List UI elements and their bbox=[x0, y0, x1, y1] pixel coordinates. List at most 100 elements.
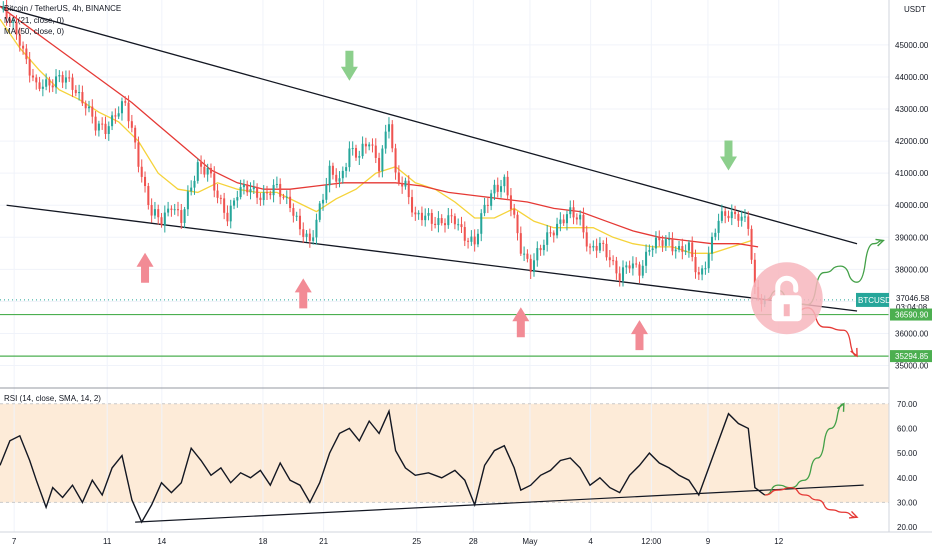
candle-body bbox=[714, 232, 717, 237]
candle-body bbox=[183, 209, 186, 223]
candle-body bbox=[186, 191, 189, 210]
candle-body bbox=[612, 260, 615, 262]
candle-body bbox=[490, 193, 493, 206]
rsi-red-projection bbox=[764, 486, 858, 518]
candle-body bbox=[645, 251, 648, 266]
candle-body bbox=[94, 116, 97, 131]
candle-body bbox=[45, 79, 48, 87]
candle-body bbox=[61, 75, 64, 83]
time-tick-label: 18 bbox=[259, 537, 268, 546]
candle-body bbox=[681, 246, 684, 252]
candle-body bbox=[608, 257, 611, 261]
price-tick-label: 41000.00 bbox=[895, 169, 929, 178]
price-axis[interactable]: 35000.0036000.0037000.0038000.0039000.00… bbox=[895, 41, 929, 532]
rsi-trendline bbox=[135, 484, 864, 523]
candle-body bbox=[460, 224, 463, 228]
time-tick-label: 12:00 bbox=[641, 537, 662, 546]
candle-body bbox=[298, 215, 301, 230]
symbol-tag-box bbox=[856, 292, 889, 307]
candle-body bbox=[635, 263, 638, 265]
candle-body bbox=[724, 211, 727, 216]
candle-body bbox=[312, 237, 315, 241]
candle-body bbox=[200, 162, 203, 167]
price-tick-label: 38000.00 bbox=[895, 265, 929, 274]
arrow-down-icon bbox=[719, 140, 737, 171]
candle-body bbox=[737, 214, 740, 221]
price-tick-label: 45000.00 bbox=[895, 41, 929, 50]
candle-body bbox=[120, 101, 123, 114]
candle-body bbox=[668, 239, 671, 241]
candle-body bbox=[147, 186, 150, 205]
candle-body bbox=[302, 229, 305, 237]
time-tick-label: 25 bbox=[412, 537, 421, 546]
candle-body bbox=[500, 186, 503, 192]
candle-body bbox=[401, 183, 404, 187]
candle-body bbox=[651, 248, 654, 251]
candle-body bbox=[213, 173, 216, 191]
candle-body bbox=[318, 203, 321, 220]
trendlines[interactable] bbox=[0, 5, 864, 523]
candle-body bbox=[196, 162, 199, 181]
candle-body bbox=[631, 263, 634, 269]
candle-body bbox=[97, 123, 100, 131]
countdown-label: 03:04:08 bbox=[896, 303, 928, 312]
candle-body bbox=[427, 212, 430, 216]
candle-body bbox=[572, 207, 575, 218]
moving-averages bbox=[0, 5, 759, 254]
candle-body bbox=[322, 199, 325, 204]
time-tick-label: 12 bbox=[774, 537, 783, 546]
candle-body bbox=[549, 232, 552, 234]
candle-body bbox=[621, 267, 625, 281]
candle-body bbox=[157, 209, 160, 218]
candle-body bbox=[315, 219, 318, 238]
candle-body bbox=[734, 211, 737, 215]
candle-body bbox=[325, 185, 328, 200]
candle-body bbox=[262, 192, 265, 201]
candle-body bbox=[476, 233, 479, 245]
candle-body bbox=[674, 249, 677, 252]
candle-body bbox=[308, 233, 311, 241]
candle-body bbox=[12, 21, 15, 23]
candle-body bbox=[536, 248, 539, 261]
rsi-series bbox=[0, 408, 766, 524]
time-tick-label: 14 bbox=[157, 537, 166, 546]
price-trendline bbox=[0, 5, 858, 245]
candle-body bbox=[91, 106, 94, 117]
candle-body bbox=[64, 77, 67, 83]
candle-body bbox=[407, 180, 410, 198]
rsi-tick-label: 70.00 bbox=[897, 400, 918, 409]
candle-body bbox=[513, 209, 516, 215]
candle-body bbox=[658, 237, 661, 241]
candle-body bbox=[167, 208, 170, 213]
candle-body bbox=[414, 212, 417, 215]
projection-arrowhead bbox=[849, 510, 859, 519]
chart-title: Bitcoin / TetherUS, 4h, BINANCE bbox=[4, 4, 121, 13]
candle-body bbox=[236, 197, 239, 201]
candle-body bbox=[51, 85, 54, 88]
time-axis[interactable]: 7 11 14 18 21 25 28 May 4 12:00 9 12 bbox=[12, 537, 784, 546]
candle-body bbox=[216, 190, 219, 198]
level-tag-label: 35294.85 bbox=[895, 352, 929, 361]
candle-body bbox=[233, 200, 236, 206]
candle-body bbox=[351, 148, 354, 150]
candle-body bbox=[68, 77, 71, 79]
rsi-tick-label: 30.00 bbox=[897, 498, 918, 507]
candle-body bbox=[707, 253, 710, 269]
candle-body bbox=[279, 183, 282, 197]
candle-body bbox=[160, 217, 163, 226]
arrow-up-icon bbox=[294, 278, 312, 309]
candle-body bbox=[470, 236, 473, 242]
candle-body bbox=[331, 165, 334, 175]
candle-body bbox=[486, 204, 489, 206]
candle-body bbox=[506, 176, 509, 196]
candle-body bbox=[443, 223, 447, 226]
candle-body bbox=[338, 178, 341, 182]
candle-body bbox=[140, 166, 143, 177]
candle-body bbox=[374, 145, 377, 158]
candle-body bbox=[684, 250, 687, 252]
horizontal-levels[interactable] bbox=[0, 299, 889, 357]
candle-body bbox=[625, 265, 628, 268]
candle-body bbox=[671, 239, 674, 252]
